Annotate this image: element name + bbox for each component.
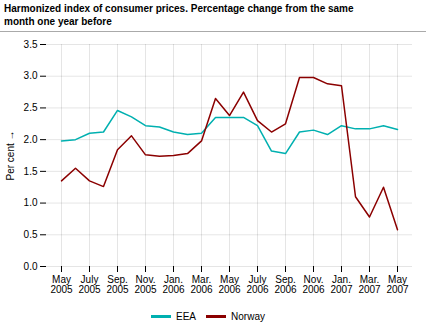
svg-text:0.0: 0.0: [24, 261, 38, 272]
svg-text:May2007: May2007: [386, 274, 409, 295]
svg-text:Sep.2005: Sep.2005: [106, 274, 129, 295]
svg-text:Mar.2007: Mar.2007: [358, 274, 381, 295]
svg-text:3.0: 3.0: [24, 70, 38, 81]
svg-text:1.0: 1.0: [24, 197, 38, 208]
svg-text:1.5: 1.5: [24, 166, 38, 177]
html-text:Norway: Norway: [231, 311, 265, 322]
svg-text:Sep.2006: Sep.2006: [274, 274, 297, 295]
svg-text:Mar.2006: Mar.2006: [190, 274, 213, 295]
svg-text:Jan.2007: Jan.2007: [330, 274, 353, 295]
html-text:Harmonized index of consumer p: Harmonized index of consumer prices. Per…: [4, 3, 354, 27]
svg-text:2.5: 2.5: [24, 102, 38, 113]
svg-text:Per cent →: Per cent →: [5, 130, 16, 180]
svg-text:Jan.2006: Jan.2006: [162, 274, 185, 295]
svg-text:Nov.2006: Nov.2006: [302, 274, 325, 295]
svg-text:2.0: 2.0: [24, 134, 38, 145]
svg-text:May2006: May2006: [218, 274, 241, 295]
svg-text:0.5: 0.5: [24, 229, 38, 240]
svg-text:May2005: May2005: [50, 274, 73, 295]
html-text:EEA: EEA: [176, 311, 196, 322]
svg-text:July2006: July2006: [246, 274, 269, 295]
svg-text:Nov.2005: Nov.2005: [134, 274, 157, 295]
svg-text:3.5: 3.5: [24, 39, 38, 50]
svg-text:July2005: July2005: [78, 274, 101, 295]
